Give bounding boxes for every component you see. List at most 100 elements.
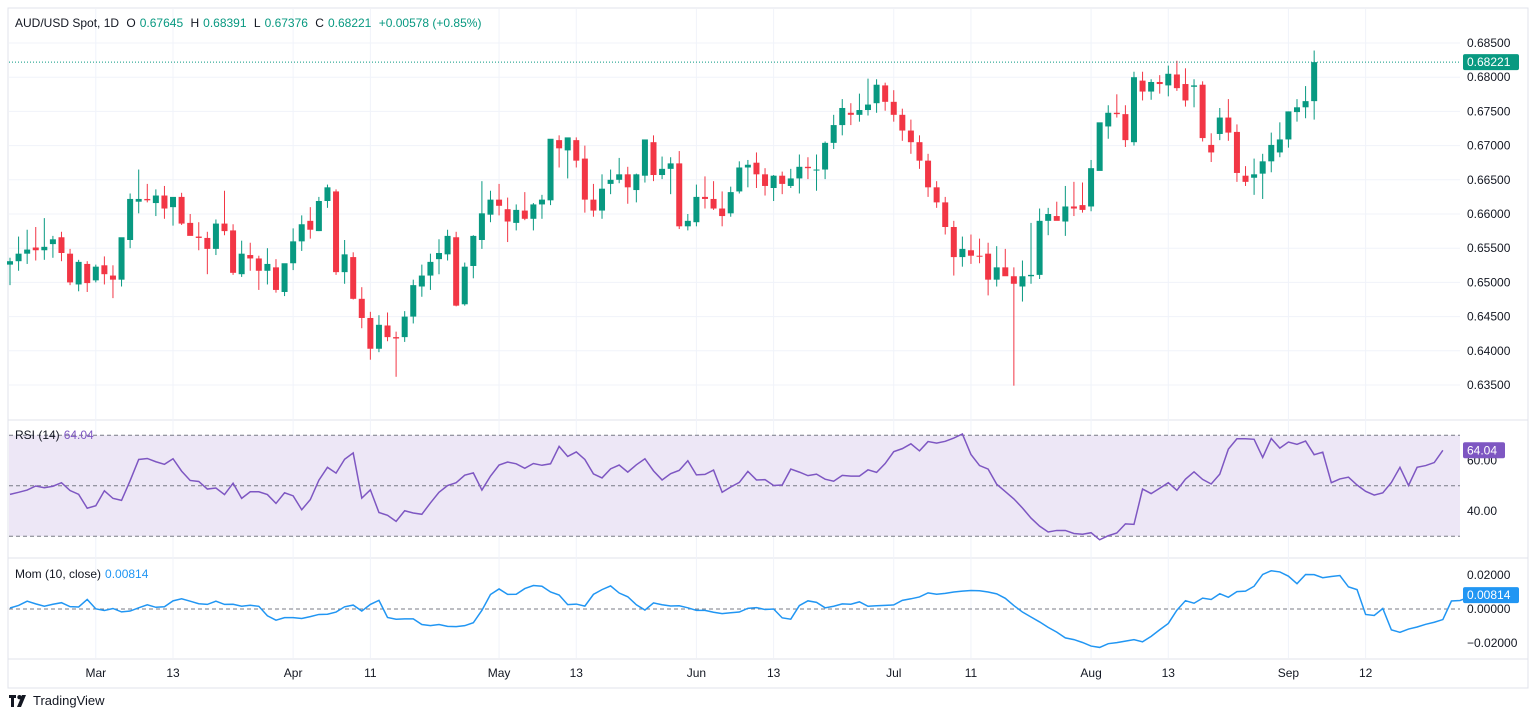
x-tick-label: Aug xyxy=(1080,666,1101,680)
candle-body xyxy=(15,253,22,262)
candle-body xyxy=(144,198,151,201)
candle-body xyxy=(967,250,974,256)
candle-body xyxy=(993,267,1000,280)
x-tick-label: 11 xyxy=(965,666,978,680)
candle-body xyxy=(719,208,726,217)
candle-body xyxy=(1208,144,1215,153)
mom-y-tick-label: 0.00000 xyxy=(1467,602,1511,616)
open-value: 0.67645 xyxy=(139,16,184,30)
candle-body xyxy=(1199,84,1206,139)
candle-body xyxy=(24,249,31,254)
mom-line xyxy=(9,569,1478,649)
candle-body xyxy=(736,167,743,192)
candle-body xyxy=(1122,114,1129,141)
candle-body xyxy=(41,246,48,251)
y-tick-label: 0.66500 xyxy=(1467,173,1511,187)
rsi-y-tick-label: 40.00 xyxy=(1467,504,1497,518)
last-price-badge xyxy=(1463,54,1519,71)
mom-value-label: 0.00814 xyxy=(1467,588,1511,602)
candle-body xyxy=(341,254,348,273)
candle-body xyxy=(92,266,99,281)
candle-body xyxy=(127,198,134,240)
x-tick-label: 13 xyxy=(166,666,180,680)
low-value: 0.67376 xyxy=(264,16,308,30)
candle-body xyxy=(1045,214,1052,221)
rsi-value-label: 64.04 xyxy=(1467,443,1497,457)
candle-body xyxy=(7,261,13,265)
candle-body xyxy=(521,210,528,219)
candle-body xyxy=(1165,73,1172,86)
candle-body xyxy=(1053,216,1060,221)
candle-body xyxy=(1070,206,1077,209)
candle-body xyxy=(581,158,588,200)
candle-body xyxy=(1130,77,1137,143)
candle-body xyxy=(307,220,314,230)
candle-body xyxy=(333,191,340,273)
close-value: 0.68221 xyxy=(327,16,372,30)
high-label: H xyxy=(190,16,200,30)
rsi-header: RSI (14) 64.04 xyxy=(15,428,98,442)
candle-body xyxy=(556,140,563,149)
y-tick-label: 0.67000 xyxy=(1467,139,1511,153)
candle-body xyxy=(590,199,597,211)
candle-body xyxy=(762,174,769,186)
close-label: C xyxy=(315,16,324,30)
candle-body xyxy=(513,209,520,223)
candle-body xyxy=(753,162,760,175)
candle-body xyxy=(1225,117,1232,133)
candle-body xyxy=(633,174,640,191)
candle-body xyxy=(212,223,219,249)
x-tick-label: Sep xyxy=(1278,666,1300,680)
candle-body xyxy=(916,142,923,161)
candle-body xyxy=(230,230,237,273)
candle-body xyxy=(315,201,322,232)
candle-body xyxy=(1113,112,1120,115)
candle-body xyxy=(367,317,374,349)
candle-body xyxy=(461,266,468,305)
mom-header: Mom (10, close) 0.00814 xyxy=(15,567,152,581)
tradingview-logo[interactable]: TradingView xyxy=(9,693,105,708)
candle-body xyxy=(418,275,425,287)
candle-body xyxy=(358,298,365,318)
candle-body xyxy=(1079,205,1086,210)
candle-body xyxy=(393,337,400,339)
candle-body xyxy=(272,267,279,290)
candle-body xyxy=(676,163,683,227)
candle-body xyxy=(101,265,108,275)
candle-body xyxy=(470,235,477,266)
candle-body xyxy=(804,166,811,169)
brand-label: TradingView xyxy=(33,693,105,708)
candle-body xyxy=(1088,168,1095,207)
candle-body xyxy=(178,196,185,224)
x-tick-label: May xyxy=(488,666,511,680)
candle-body xyxy=(847,112,854,115)
candle-body xyxy=(161,195,168,209)
y-tick-label: 0.64000 xyxy=(1467,344,1511,358)
candle-body xyxy=(75,261,82,285)
candle-body xyxy=(1036,220,1043,275)
candle-body xyxy=(950,226,957,258)
candle-body xyxy=(58,237,65,253)
candle-body xyxy=(478,213,485,240)
mom-label: Mom (10, close) xyxy=(15,567,102,581)
candle-body xyxy=(84,263,91,284)
x-tick-label: Jun xyxy=(687,666,706,680)
candle-body xyxy=(1216,117,1223,134)
candle-body xyxy=(238,253,245,275)
candle-body xyxy=(1311,62,1318,102)
candle-body xyxy=(264,263,271,271)
candle-body xyxy=(444,235,451,255)
candle-body xyxy=(830,125,837,143)
rsi-value-badge xyxy=(1463,442,1505,459)
candle-body xyxy=(1028,274,1035,277)
change-value: +0.00578 (+0.85%) xyxy=(378,16,482,30)
candle-body xyxy=(547,138,554,201)
candle-body xyxy=(1251,174,1258,178)
candle-body xyxy=(1191,85,1198,87)
candle-body xyxy=(195,236,202,238)
candle-body xyxy=(907,130,914,143)
candle-body xyxy=(796,166,803,179)
candle-body xyxy=(882,85,889,102)
candle-body xyxy=(170,196,177,208)
candle-body xyxy=(744,164,751,168)
